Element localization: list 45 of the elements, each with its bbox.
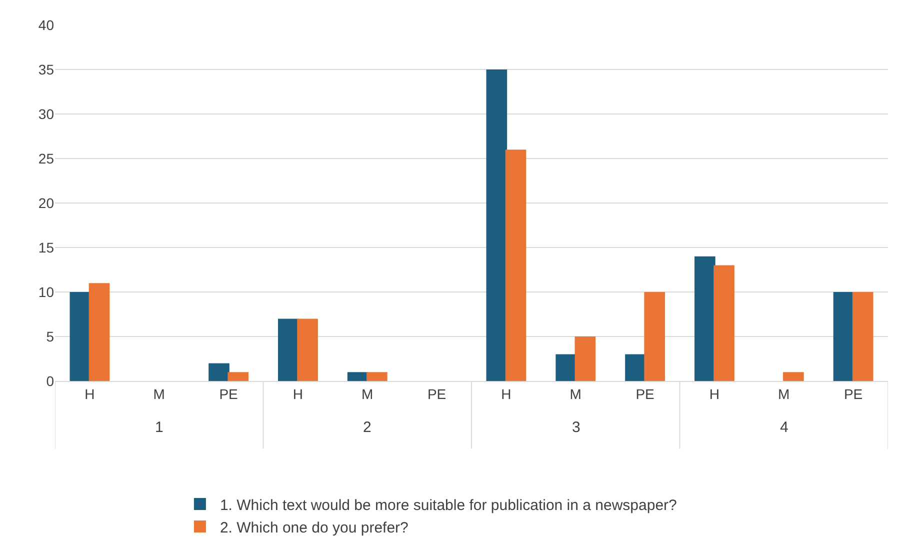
x-tick-label: M	[153, 386, 165, 402]
bar	[644, 292, 665, 381]
y-tick-label: 40	[38, 16, 54, 33]
bar	[714, 265, 734, 381]
bar	[347, 372, 368, 381]
x-tick-label: H	[501, 386, 512, 402]
bar	[833, 292, 854, 381]
x-tick-label: M	[362, 386, 374, 402]
y-tick-label: 15	[38, 239, 54, 256]
x-tick-label: PE	[427, 386, 446, 402]
x-tick-label: PE	[219, 386, 238, 402]
x-tick-label: M	[570, 386, 582, 402]
x-tick-label: PE	[844, 386, 863, 402]
bar	[228, 372, 248, 381]
bar	[783, 372, 804, 381]
text: 1	[155, 419, 164, 436]
bar	[556, 354, 576, 381]
y-tick-label: 10	[38, 284, 54, 300]
bar	[625, 354, 646, 381]
bar	[574, 336, 596, 381]
bar	[70, 292, 91, 381]
bar	[694, 256, 716, 381]
y-tick-label: 5	[46, 328, 54, 344]
legend-label: 1. Which text would be more suitable for publication in a newspaper?	[220, 496, 677, 514]
text: 4	[780, 419, 788, 436]
y-tick-label: 0	[46, 372, 54, 389]
bar	[505, 150, 526, 381]
x-tick-label: M	[778, 386, 790, 402]
y-tick-label: 35	[38, 61, 54, 78]
x-tick-label: PE	[636, 386, 654, 402]
y-tick-label: 30	[38, 106, 54, 122]
bar	[852, 292, 874, 381]
x-tick-label: H	[84, 386, 95, 402]
bar	[88, 283, 110, 381]
bar	[208, 363, 230, 381]
x-tick-label: H	[709, 386, 720, 402]
text: 3	[572, 419, 580, 436]
y-tick-label: 20	[38, 194, 54, 211]
bar	[486, 70, 508, 381]
bar	[297, 318, 318, 381]
x-tick-label: H	[292, 386, 304, 402]
bar	[366, 372, 388, 381]
y-tick-label: 25	[38, 150, 54, 166]
legend-label: 2. Which one do you prefer?	[220, 519, 408, 536]
text: 2	[363, 419, 372, 436]
